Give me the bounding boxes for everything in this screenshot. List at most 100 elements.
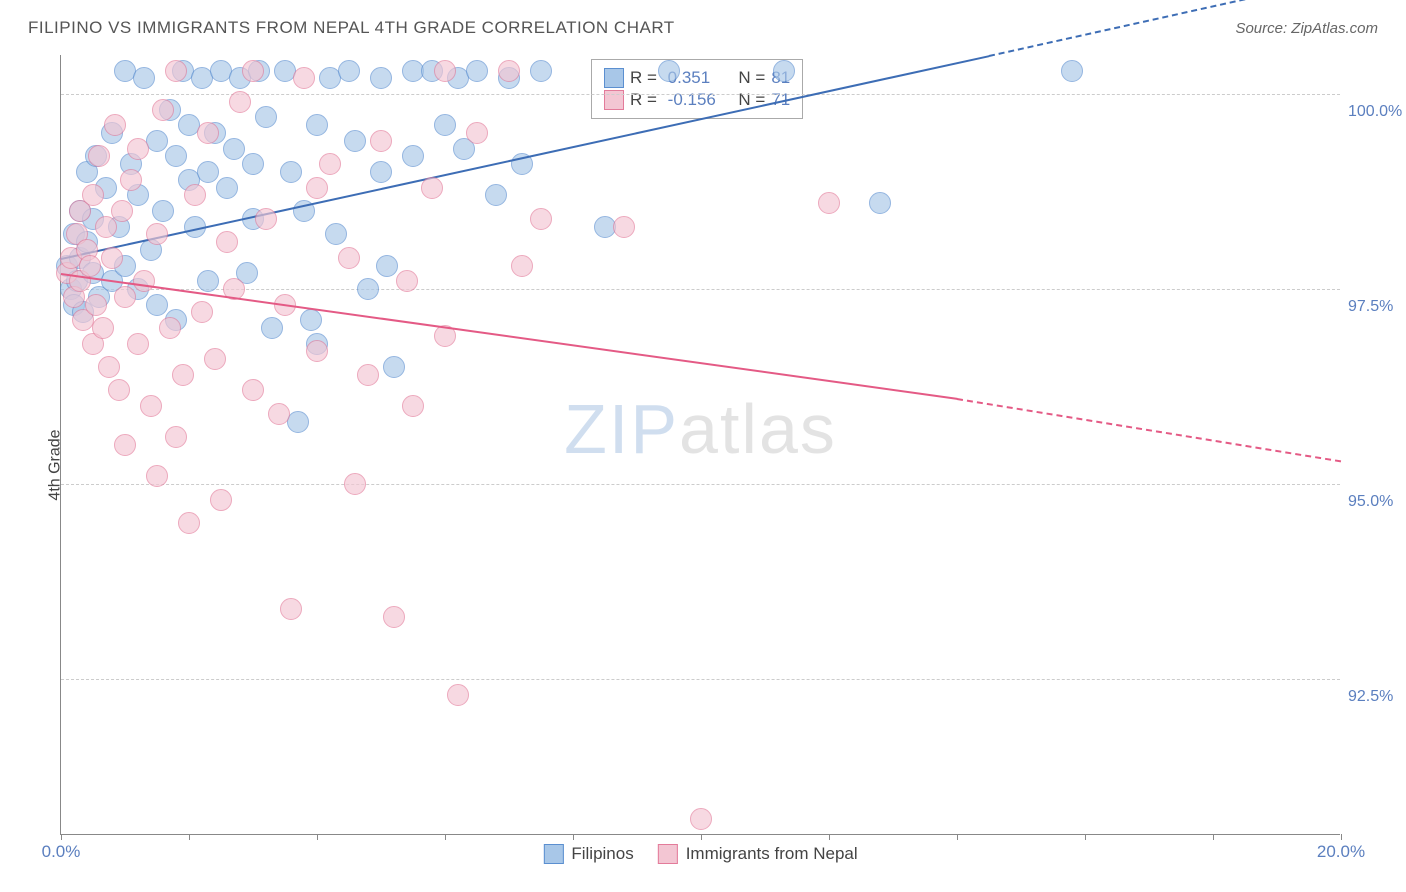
data-point — [300, 309, 322, 331]
x-tick — [61, 834, 62, 840]
data-point — [108, 379, 130, 401]
data-point — [88, 145, 110, 167]
data-point — [133, 67, 155, 89]
legend-r-label: R = — [630, 90, 662, 110]
x-tick — [317, 834, 318, 840]
legend-series-name: Immigrants from Nepal — [686, 844, 858, 864]
data-point — [242, 379, 264, 401]
data-point — [466, 122, 488, 144]
data-point — [466, 60, 488, 82]
data-point — [223, 138, 245, 160]
data-point — [402, 395, 424, 417]
data-point — [165, 60, 187, 82]
y-tick-label: 100.0% — [1348, 103, 1406, 121]
legend-r-value: -0.156 — [668, 90, 728, 110]
data-point — [383, 356, 405, 378]
gridline — [61, 94, 1340, 95]
data-point — [104, 114, 126, 136]
data-point — [357, 278, 379, 300]
data-point — [434, 60, 456, 82]
data-point — [383, 606, 405, 628]
data-point — [101, 247, 123, 269]
legend-item: Immigrants from Nepal — [658, 844, 858, 864]
x-tick-label: 0.0% — [42, 842, 81, 862]
data-point — [210, 489, 232, 511]
data-point — [98, 356, 120, 378]
data-point — [159, 317, 181, 339]
gridline — [61, 679, 1340, 680]
trend-line — [957, 398, 1341, 462]
data-point — [306, 177, 328, 199]
data-point — [434, 114, 456, 136]
data-point — [658, 60, 680, 82]
x-tick — [189, 834, 190, 840]
x-tick — [957, 834, 958, 840]
data-point — [229, 91, 251, 113]
data-point — [242, 153, 264, 175]
data-point — [869, 192, 891, 214]
data-point — [261, 317, 283, 339]
legend-row: R = -0.156 N = 71 — [604, 90, 790, 110]
data-point — [146, 294, 168, 316]
data-point — [396, 270, 418, 292]
series-legend: Filipinos Immigrants from Nepal — [543, 844, 857, 864]
data-point — [133, 270, 155, 292]
legend-swatch — [543, 844, 563, 864]
data-point — [146, 465, 168, 487]
data-point — [370, 130, 392, 152]
data-point — [204, 348, 226, 370]
y-tick-label: 92.5% — [1348, 688, 1406, 706]
data-point — [197, 122, 219, 144]
data-point — [152, 99, 174, 121]
data-point — [376, 255, 398, 277]
data-point — [280, 598, 302, 620]
data-point — [319, 153, 341, 175]
source-attribution: Source: ZipAtlas.com — [1235, 20, 1378, 37]
data-point — [82, 184, 104, 206]
data-point — [120, 169, 142, 191]
data-point — [402, 145, 424, 167]
data-point — [357, 364, 379, 386]
gridline — [61, 289, 1340, 290]
x-tick-label: 20.0% — [1317, 842, 1365, 862]
chart-container: 4th Grade ZIPatlas R = 0.351 N = 81R = -… — [50, 55, 1360, 875]
data-point — [338, 60, 360, 82]
data-point — [197, 161, 219, 183]
data-point — [498, 60, 520, 82]
data-point — [421, 177, 443, 199]
data-point — [127, 333, 149, 355]
data-point — [530, 208, 552, 230]
data-point — [114, 286, 136, 308]
legend-swatch — [604, 90, 624, 110]
x-tick — [445, 834, 446, 840]
legend-r-label: R = — [630, 68, 662, 88]
watermark: ZIPatlas — [564, 389, 837, 469]
data-point — [184, 184, 206, 206]
data-point — [178, 512, 200, 534]
data-point — [1061, 60, 1083, 82]
data-point — [146, 223, 168, 245]
data-point — [690, 808, 712, 830]
y-tick-label: 97.5% — [1348, 298, 1406, 316]
data-point — [485, 184, 507, 206]
x-tick — [573, 834, 574, 840]
data-point — [287, 411, 309, 433]
data-point — [338, 247, 360, 269]
data-point — [293, 67, 315, 89]
data-point — [280, 161, 302, 183]
data-point — [613, 216, 635, 238]
data-point — [85, 294, 107, 316]
data-point — [530, 60, 552, 82]
data-point — [140, 395, 162, 417]
data-point — [172, 364, 194, 386]
data-point — [447, 684, 469, 706]
data-point — [165, 426, 187, 448]
data-point — [216, 177, 238, 199]
data-point — [197, 270, 219, 292]
data-point — [127, 138, 149, 160]
chart-title: FILIPINO VS IMMIGRANTS FROM NEPAL 4TH GR… — [28, 18, 675, 38]
legend-series-name: Filipinos — [571, 844, 633, 864]
x-tick — [1085, 834, 1086, 840]
y-tick-label: 95.0% — [1348, 493, 1406, 511]
data-point — [344, 130, 366, 152]
